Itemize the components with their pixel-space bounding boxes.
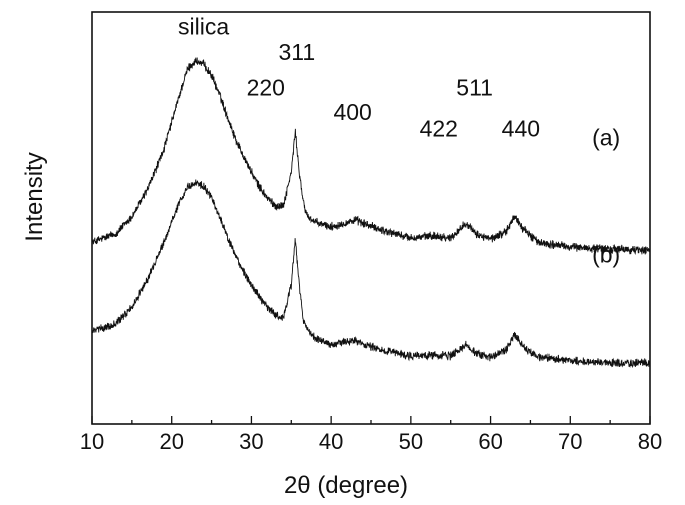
- annotation-label: 220: [247, 75, 285, 101]
- x-tick-label: 60: [478, 429, 502, 454]
- annotation-label: 400: [333, 99, 371, 125]
- y-axis-label: Intensity: [21, 152, 48, 241]
- x-tick-label: 20: [159, 429, 183, 454]
- x-tick-label: 80: [638, 429, 662, 454]
- x-axis-label: 2θ (degree): [284, 472, 408, 499]
- x-tick-label: 50: [399, 429, 423, 454]
- plot-frame: [91, 11, 651, 425]
- x-tick-label: 30: [239, 429, 263, 454]
- annotation-label: 440: [502, 116, 540, 142]
- x-tick-label: 70: [558, 429, 582, 454]
- annotation-label: silica: [178, 13, 229, 39]
- annotation-label: 422: [420, 116, 458, 142]
- series-layer: [91, 57, 651, 369]
- annotation-layer: silica 311 220 400 511 422 440 (a) (b): [178, 13, 620, 267]
- x-tick-label: 10: [80, 429, 104, 454]
- annotation-label: (a): [592, 125, 620, 151]
- x-tick-label: 40: [319, 429, 343, 454]
- annotation-label: (b): [592, 242, 620, 268]
- annotation-label: 311: [279, 39, 316, 65]
- annotation-label: 511: [456, 75, 493, 101]
- series-line-a: [91, 57, 651, 255]
- series-line-b: [91, 179, 651, 369]
- x-axis-ticks: 10 20 30 40 50 60 70 80: [80, 416, 662, 454]
